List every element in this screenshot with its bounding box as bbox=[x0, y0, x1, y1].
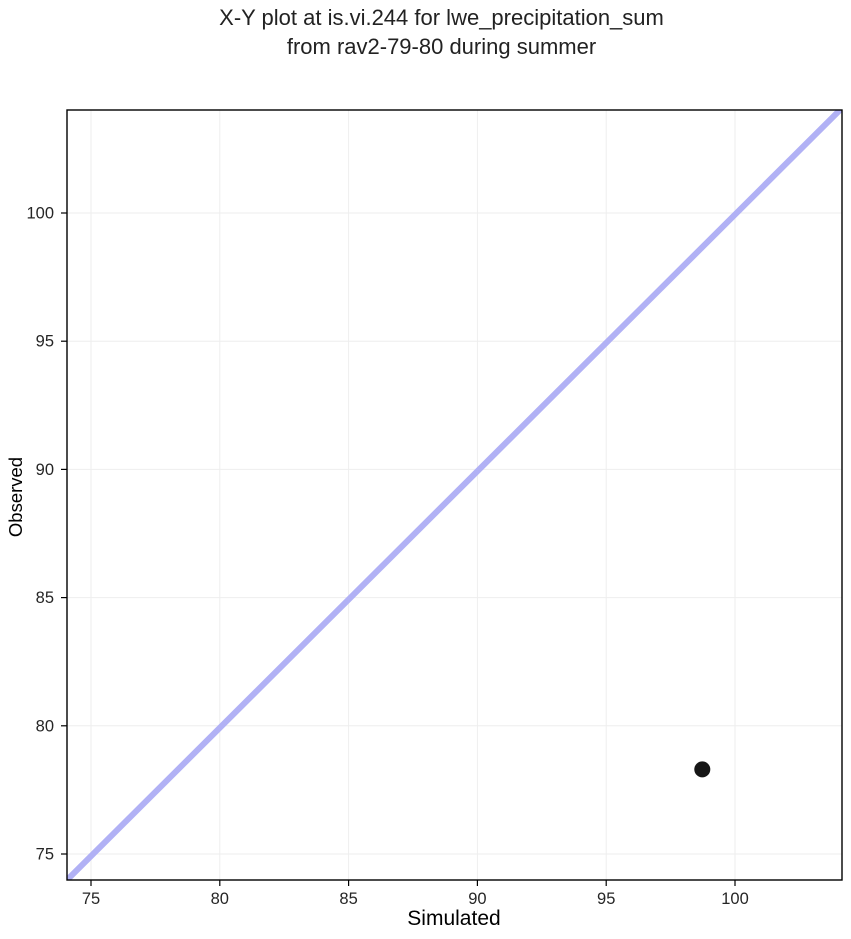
svg-text:80: 80 bbox=[211, 890, 229, 908]
svg-text:95: 95 bbox=[597, 890, 615, 908]
svg-text:90: 90 bbox=[468, 890, 486, 908]
svg-text:80: 80 bbox=[36, 717, 54, 735]
svg-text:Observed: Observed bbox=[5, 457, 26, 537]
svg-text:85: 85 bbox=[339, 890, 357, 908]
svg-text:90: 90 bbox=[36, 461, 54, 479]
svg-text:85: 85 bbox=[36, 589, 54, 607]
svg-text:Simulated: Simulated bbox=[407, 907, 500, 930]
svg-text:75: 75 bbox=[36, 846, 54, 864]
svg-text:100: 100 bbox=[26, 205, 54, 223]
svg-text:95: 95 bbox=[36, 333, 54, 351]
svg-text:100: 100 bbox=[721, 890, 749, 908]
svg-text:75: 75 bbox=[82, 890, 100, 908]
